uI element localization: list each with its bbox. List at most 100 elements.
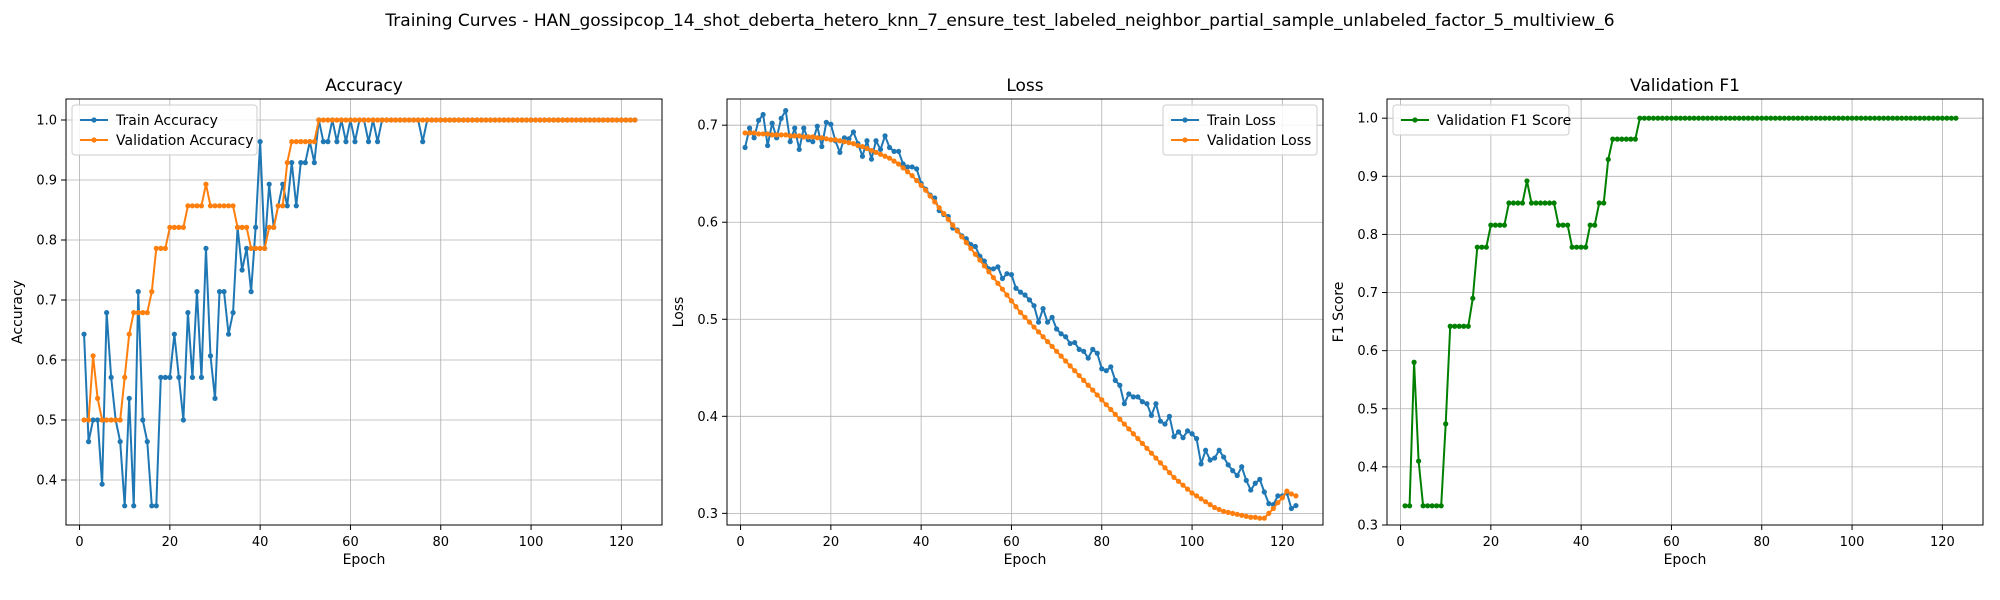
data-point [1574,244,1580,250]
data-point [257,139,263,145]
data-point [751,135,757,141]
data-point [1139,440,1145,447]
data-point [1026,319,1033,325]
data-point [1099,366,1105,372]
data-point [1745,115,1751,121]
data-point [1085,355,1091,361]
data-point [1004,292,1010,298]
data-point [379,117,385,123]
data-point [1184,428,1191,434]
data-point [1416,458,1422,464]
data-point [1279,495,1285,501]
data-point [180,417,186,423]
data-point [1126,391,1132,397]
data-point [990,266,996,272]
data-point [171,331,177,337]
data-point [1035,329,1042,335]
data-point [1031,324,1037,330]
data-point [1519,200,1526,206]
data-point [614,117,620,123]
data-point [746,130,753,136]
data-point [1908,115,1914,121]
data-point [1117,382,1123,388]
data-point [1470,295,1476,301]
data-point [591,117,597,123]
data-point [415,117,421,123]
data-point [1447,323,1453,329]
data-point [1790,115,1796,121]
data-point [1443,421,1449,427]
data-point [185,310,191,316]
data-point [1054,326,1060,332]
legend-entry: Train Loss [1206,113,1276,129]
data-point [1704,115,1711,121]
data-point [1930,115,1936,121]
data-point [1759,115,1765,121]
data-point [262,245,268,251]
data-point [153,503,159,509]
data-point [1664,115,1670,121]
data-point [1673,115,1679,121]
data-point [995,280,1001,286]
y-tick-label: 0.9 [1357,170,1378,185]
data-point [1017,289,1024,295]
data-point [1456,323,1462,329]
data-point [447,117,453,123]
data-point [492,117,498,123]
data-point [171,224,177,230]
y-tick-label: 0.7 [1357,286,1378,301]
data-point [149,503,155,509]
data-point [1935,115,1941,121]
data-point [783,108,789,114]
data-point [487,117,494,123]
data-point [90,353,96,359]
data-point [158,374,164,380]
data-point [135,289,141,295]
data-point [361,117,367,123]
data-point [546,117,552,123]
data-point [1221,454,1227,460]
x-tick-label: 80 [1753,535,1770,550]
y-tick-label: 0.4 [1357,460,1378,475]
data-point [981,263,987,269]
data-point [85,439,92,445]
series-validation-f1-score [1402,115,1959,509]
data-point [320,117,326,123]
data-point [999,275,1006,282]
data-point [1239,464,1245,470]
data-point [1157,460,1164,466]
x-tick-label: 40 [252,535,269,550]
data-point [810,134,816,140]
data-point [796,146,802,153]
y-tick-label: 1.0 [36,114,57,129]
data-point [1641,115,1647,121]
data-point [891,158,897,164]
data-point [945,216,951,222]
data-point [877,151,884,157]
y-axis-label: Loss [671,297,687,328]
data-point [778,132,784,138]
data-point [1425,503,1431,509]
data-point [914,166,920,172]
data-point [972,243,978,250]
data-point [1054,348,1060,354]
data-point [1189,431,1195,437]
data-point [1772,115,1778,121]
y-axis-label: F1 Score [1331,282,1347,343]
data-point [1727,115,1733,121]
data-point [1135,436,1141,442]
data-point [1239,512,1245,518]
data-point [1686,115,1693,121]
data-point [769,132,775,138]
data-point [85,417,92,423]
data-point [1917,115,1923,121]
data-point [280,203,286,209]
data-point [257,245,263,251]
data-point [932,199,938,205]
data-point [810,139,816,145]
data-point [905,169,911,175]
data-point [864,145,870,152]
data-point [438,117,444,123]
x-tick-label: 80 [1093,535,1110,550]
series-validation-loss [742,130,1299,521]
